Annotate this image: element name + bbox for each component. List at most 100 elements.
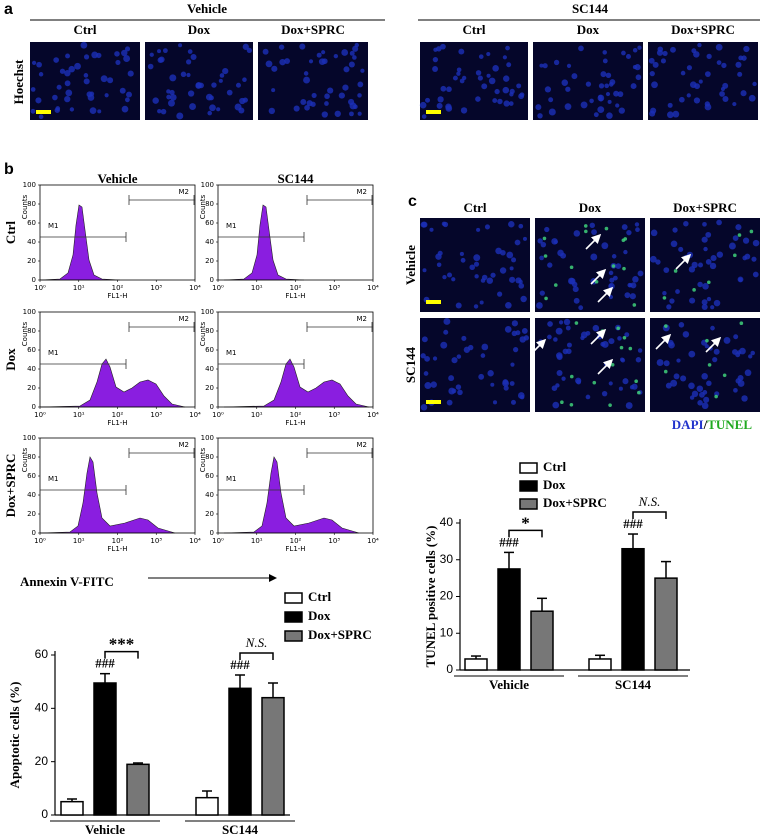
arrow bbox=[597, 358, 614, 375]
nucleus bbox=[686, 93, 691, 98]
nucleus bbox=[716, 251, 724, 258]
nucleus bbox=[481, 83, 488, 90]
nucleus bbox=[719, 91, 725, 97]
nucleus bbox=[680, 70, 686, 76]
nucleus bbox=[667, 111, 674, 119]
gate bbox=[39, 448, 195, 495]
nucleus bbox=[539, 290, 545, 296]
histogram-shape bbox=[39, 358, 186, 408]
x-tick-label: 10¹ bbox=[251, 411, 263, 419]
nucleus bbox=[420, 353, 426, 359]
nucleus bbox=[30, 108, 36, 114]
nucleus bbox=[424, 356, 430, 362]
nucleus bbox=[209, 104, 216, 112]
nucleus bbox=[481, 274, 488, 281]
nucleus bbox=[706, 380, 712, 387]
nucleus bbox=[520, 295, 527, 303]
nucleus bbox=[662, 50, 668, 57]
nucleus bbox=[605, 92, 611, 97]
nucleus bbox=[505, 45, 510, 51]
nucleus bbox=[701, 304, 708, 310]
gate bbox=[39, 195, 195, 242]
legend-label: Dox bbox=[543, 477, 566, 492]
nucleus bbox=[474, 274, 479, 279]
nucleus bbox=[691, 390, 699, 398]
bar bbox=[228, 687, 252, 816]
nucleus bbox=[451, 357, 458, 364]
nucleus bbox=[514, 239, 521, 246]
nucleus bbox=[497, 98, 503, 105]
nucleus bbox=[662, 291, 667, 296]
x-tick-label: SC144 bbox=[222, 822, 259, 837]
y-tick-label: 20 bbox=[35, 754, 49, 768]
gate-label: M2 bbox=[179, 315, 190, 323]
tunel-dot bbox=[574, 321, 579, 325]
nucleus bbox=[702, 221, 707, 227]
tunel-dot bbox=[628, 346, 633, 351]
row-label: Dox+SPRC bbox=[3, 454, 18, 518]
nucleus bbox=[598, 94, 603, 100]
nucleus bbox=[629, 293, 636, 300]
nucleus bbox=[673, 373, 680, 380]
significance-label: * bbox=[521, 513, 530, 532]
nucleus bbox=[750, 350, 755, 356]
nucleus bbox=[691, 261, 698, 268]
nucleus bbox=[735, 224, 742, 231]
nucleus bbox=[580, 101, 588, 109]
x-tick-label: 10² bbox=[112, 411, 124, 419]
nucleus bbox=[56, 84, 62, 90]
group-label: Vehicle bbox=[187, 1, 227, 16]
x-tick-label: 10⁰ bbox=[34, 411, 46, 419]
nucleus bbox=[442, 274, 447, 280]
nucleus bbox=[157, 57, 164, 64]
nucleus bbox=[479, 300, 484, 305]
nucleus bbox=[242, 77, 247, 82]
nucleus bbox=[357, 93, 362, 98]
nucleus bbox=[114, 51, 120, 57]
nucleus bbox=[689, 297, 696, 304]
y-tick-label: 60 bbox=[27, 219, 36, 227]
legend-swatch bbox=[519, 498, 538, 510]
nucleus bbox=[565, 325, 571, 331]
legend-label: Ctrl bbox=[543, 459, 566, 474]
bar bbox=[126, 763, 150, 816]
tunel-dot bbox=[749, 229, 754, 234]
nucleus bbox=[104, 93, 109, 98]
tunel-dot bbox=[553, 283, 558, 287]
nucleus bbox=[65, 89, 73, 97]
nucleus bbox=[186, 59, 192, 65]
nucleus bbox=[349, 111, 354, 117]
nucleus bbox=[348, 98, 355, 106]
nucleus bbox=[752, 81, 757, 87]
significance-bracket bbox=[239, 652, 274, 660]
plot-frame bbox=[39, 184, 196, 281]
nucleus bbox=[216, 107, 221, 112]
nucleus bbox=[440, 85, 447, 92]
axis-label: FL1-H bbox=[285, 419, 305, 427]
nucleus bbox=[497, 291, 503, 297]
nucleus bbox=[30, 87, 36, 92]
significance-bracket bbox=[104, 650, 139, 659]
nucleus bbox=[36, 61, 42, 68]
panel-b: b Annexin V-FITC bbox=[4, 161, 277, 589]
nucleus bbox=[242, 43, 249, 50]
nucleus bbox=[738, 277, 743, 282]
arrow bbox=[590, 268, 607, 285]
x-axis-label: Annexin V-FITC bbox=[20, 574, 114, 589]
nucleus bbox=[573, 297, 580, 304]
column-label: Dox+SPRC bbox=[281, 22, 345, 37]
nucleus bbox=[456, 67, 462, 73]
nucleus bbox=[553, 59, 560, 66]
nucleus bbox=[334, 110, 341, 117]
nucleus bbox=[723, 336, 731, 344]
y-tick-label: 0 bbox=[446, 662, 453, 676]
nucleus bbox=[630, 83, 637, 90]
nucleus bbox=[357, 81, 364, 88]
nucleus bbox=[609, 79, 616, 85]
nucleus bbox=[663, 267, 670, 273]
nucleus bbox=[343, 66, 350, 73]
nucleus bbox=[455, 384, 462, 390]
tunel-dot bbox=[542, 236, 547, 241]
nucleus bbox=[299, 43, 306, 50]
nucleus bbox=[205, 93, 213, 101]
